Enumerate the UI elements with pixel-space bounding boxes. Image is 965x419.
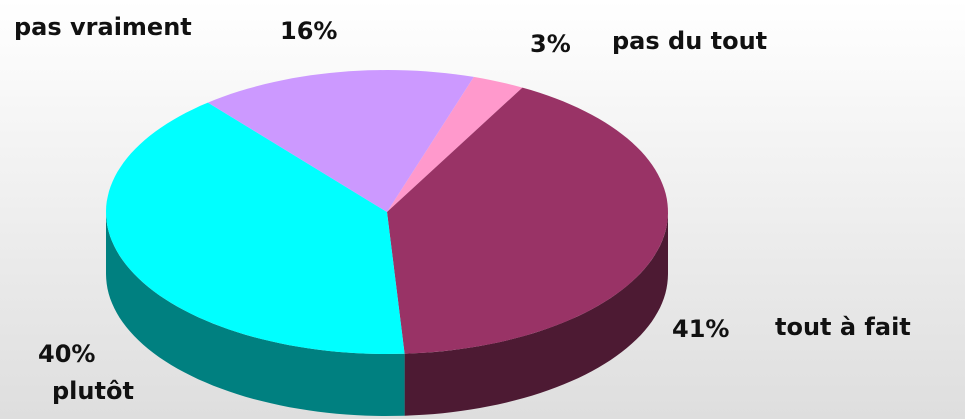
slice-side [404, 212, 668, 416]
category-label: plutôt [52, 377, 134, 405]
slice [387, 87, 668, 354]
slice-side [106, 212, 405, 416]
slice [106, 102, 405, 354]
value-label: 3% [530, 30, 571, 58]
slice [387, 76, 523, 213]
value-label: 16% [280, 17, 337, 45]
slice [207, 70, 474, 212]
category-label: tout à fait [775, 313, 911, 341]
category-label: pas du tout [612, 27, 767, 55]
value-label: 40% [38, 340, 95, 368]
category-label: pas vraiment [14, 13, 192, 41]
value-label: 41% [672, 315, 729, 343]
